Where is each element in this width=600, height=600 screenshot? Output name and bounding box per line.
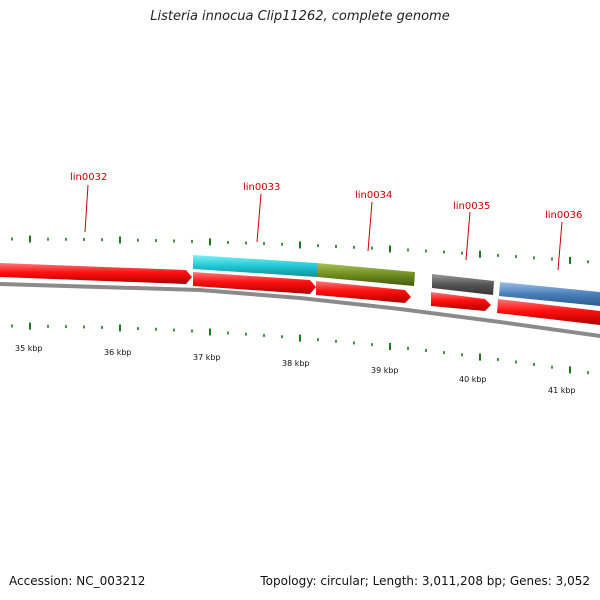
- accession-label: Accession: NC_003212: [9, 574, 146, 588]
- kbp-label-39: 39 kbp: [371, 366, 399, 375]
- gene-label-lin0034: lin0034: [355, 190, 392, 201]
- gene-lin0033-block[interactable]: [193, 255, 317, 277]
- tick-marks: [11, 235, 589, 375]
- gene-label-lin0035: lin0035: [453, 201, 490, 212]
- leader-line-lin0034: [367, 201, 373, 252]
- cds-arrow-1[interactable]: [193, 272, 316, 294]
- kbp-label-37: 37 kbp: [193, 353, 221, 362]
- cds-arrow-4[interactable]: [497, 299, 600, 325]
- cds-arrow-3[interactable]: [431, 292, 491, 311]
- gene-lin0034-block[interactable]: [317, 263, 415, 286]
- leader-line-lin0033: [256, 193, 262, 243]
- gene-lin0035-block[interactable]: [432, 274, 494, 295]
- kbp-label-40: 40 kbp: [459, 375, 487, 384]
- kbp-label-38: 38 kbp: [282, 359, 310, 368]
- genome-title: Listeria innocua Clip11262, complete gen…: [150, 9, 450, 24]
- gene-label-lin0036: lin0036: [545, 210, 582, 221]
- genome-summary: Topology: circular; Length: 3,011,208 bp…: [260, 574, 590, 588]
- genome-backbone: [0, 282, 600, 338]
- cds-arrow-2[interactable]: [316, 281, 411, 303]
- gene-label-lin0032: lin0032: [70, 172, 107, 183]
- kbp-label-41: 41 kbp: [548, 386, 576, 395]
- gene-lin0036-block[interactable]: [499, 282, 600, 306]
- gene-label-lin0033: lin0033: [243, 182, 280, 193]
- leader-line-lin0036: [557, 221, 563, 271]
- kbp-label-35: 35 kbp: [15, 344, 43, 353]
- gene-lin0032-arrow-top[interactable]: [0, 263, 192, 284]
- leader-line-lin0035: [465, 211, 471, 261]
- kbp-label-36: 36 kbp: [104, 348, 132, 357]
- leader-line-lin0032: [84, 184, 89, 233]
